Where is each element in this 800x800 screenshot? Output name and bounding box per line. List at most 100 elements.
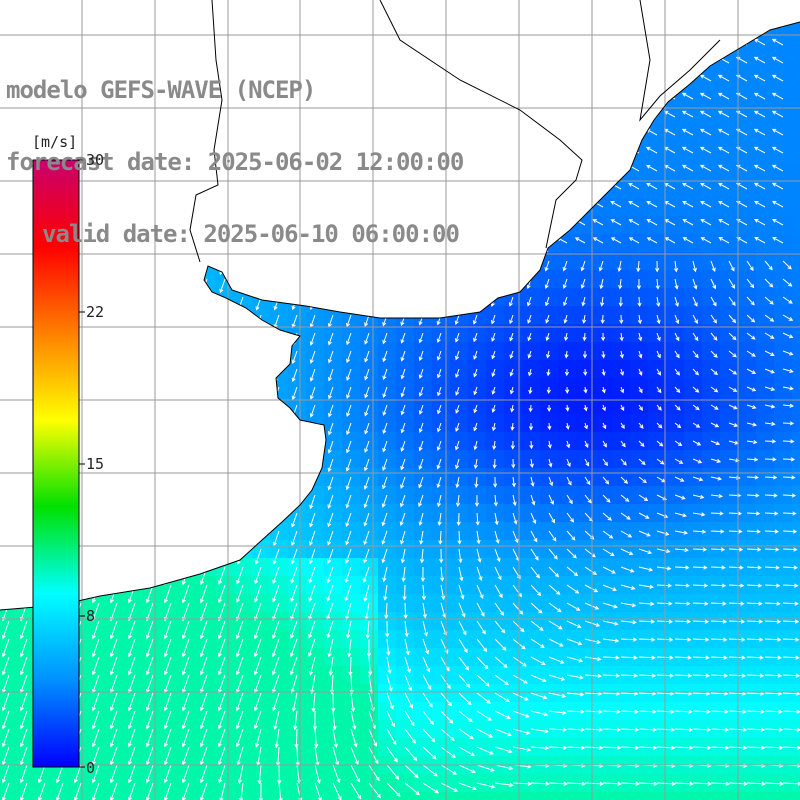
wind-arrow: [386, 656, 392, 674]
wind-arrow: [564, 368, 570, 377]
field-cell: [18, 774, 37, 793]
wind-arrow: [1, 692, 10, 712]
field-cell: [738, 144, 757, 163]
wind-arrow: [699, 22, 712, 28]
field-cell: [342, 414, 361, 433]
field-cell: [126, 144, 145, 163]
wind-arrow: [512, 620, 525, 633]
wind-arrow: [490, 152, 496, 165]
field-cell: [414, 432, 433, 451]
wind-arrow: [454, 314, 460, 326]
wind-arrow: [183, 134, 190, 150]
field-cell: [216, 22, 235, 37]
wind-arrow: [772, 237, 784, 244]
wind-arrow: [494, 566, 502, 581]
wind-arrow: [147, 152, 154, 169]
field-cell: [288, 306, 307, 325]
wind-arrow: [681, 128, 694, 136]
wind-arrow: [381, 206, 388, 220]
wind-arrow: [637, 314, 642, 325]
field-cell: [162, 666, 181, 685]
wind-arrow: [20, 314, 28, 332]
wind-arrow: [692, 440, 702, 446]
field-cell: [288, 216, 307, 235]
wind-arrow: [564, 350, 569, 359]
field-cell: [198, 612, 217, 631]
wind-arrow: [692, 476, 704, 482]
field-cell: [90, 36, 109, 55]
wind-arrow: [440, 782, 459, 792]
wind-arrow: [110, 386, 118, 403]
field-cell: [234, 72, 253, 91]
wind-arrow: [638, 637, 656, 642]
wind-arrow: [147, 44, 154, 61]
field-cell: [666, 180, 685, 199]
wind-arrow: [147, 98, 154, 115]
wind-arrow: [199, 584, 208, 604]
wind-arrow: [512, 674, 528, 684]
wind-arrow: [346, 368, 352, 382]
wind-arrow: [273, 422, 280, 437]
wind-arrow: [350, 728, 358, 748]
field-cell: [180, 522, 199, 541]
wind-arrow: [584, 709, 603, 714]
wind-arrow: [19, 656, 28, 676]
wind-arrow: [528, 422, 534, 431]
field-cell: [306, 702, 325, 721]
wind-arrow: [56, 116, 64, 134]
wind-arrow: [19, 512, 28, 531]
wind-arrow: [674, 655, 692, 660]
wind-arrow: [753, 56, 766, 64]
wind-arrow: [278, 782, 283, 800]
wind-arrow: [566, 530, 576, 541]
wind-arrow: [363, 260, 370, 274]
wind-arrow: [530, 602, 543, 614]
field-cell: [306, 486, 325, 505]
wind-arrow: [753, 110, 766, 118]
wind-arrow: [454, 80, 460, 94]
field-cell: [684, 198, 703, 217]
field-cell: [558, 288, 577, 307]
field-cell: [288, 576, 307, 595]
wind-arrow: [512, 512, 518, 525]
wind-arrow: [512, 746, 532, 752]
wind-arrow: [382, 260, 388, 274]
wind-arrow: [345, 98, 352, 112]
field-cell: [18, 108, 37, 127]
wind-arrow: [2, 62, 10, 80]
wind-arrow: [674, 565, 690, 570]
field-cell: [234, 22, 253, 37]
wind-arrow: [620, 620, 637, 625]
field-cell: [144, 504, 163, 523]
wind-arrow: [199, 638, 208, 658]
wind-arrow: [422, 710, 434, 726]
field-cell: [306, 558, 325, 577]
field-cell: [432, 162, 451, 181]
wind-arrow: [645, 38, 658, 46]
wind-arrow: [472, 242, 478, 255]
wind-arrow: [782, 637, 800, 642]
wind-arrow: [1, 566, 10, 586]
wind-arrow: [110, 26, 118, 43]
field-cell: [612, 144, 631, 163]
wind-arrow: [147, 278, 154, 295]
wind-arrow: [381, 98, 388, 112]
wind-arrow: [327, 26, 334, 40]
wind-arrow: [638, 619, 656, 624]
field-cell: [612, 288, 631, 307]
field-cell: [108, 738, 127, 757]
field-cell: [378, 0, 397, 19]
wind-arrow: [217, 656, 226, 676]
field-cell: [576, 342, 595, 361]
field-cell: [108, 594, 127, 613]
field-cell: [234, 702, 253, 721]
wind-arrow: [291, 422, 298, 437]
field-cell: [612, 36, 631, 55]
field-cell: [198, 360, 217, 379]
field-cell: [180, 342, 199, 361]
wind-arrow: [147, 188, 154, 205]
wind-arrow: [254, 548, 262, 565]
wind-arrow: [530, 710, 549, 717]
field-cell: [342, 288, 361, 307]
wind-arrow: [509, 332, 514, 342]
